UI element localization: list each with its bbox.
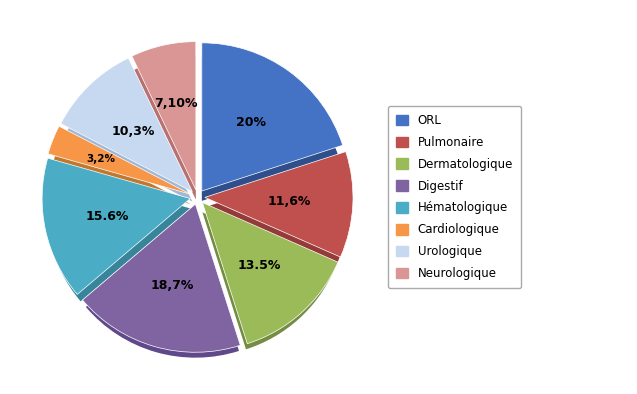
Wedge shape [203, 212, 334, 349]
Wedge shape [202, 43, 343, 191]
Text: 11,6%: 11,6% [268, 195, 311, 208]
Wedge shape [52, 138, 190, 204]
Text: 3,2%: 3,2% [87, 154, 115, 164]
Wedge shape [65, 72, 192, 201]
Text: 7,10%: 7,10% [154, 97, 198, 110]
Text: 15.6%: 15.6% [86, 210, 129, 223]
Wedge shape [205, 163, 348, 265]
Wedge shape [205, 152, 353, 257]
Text: 20%: 20% [236, 116, 266, 129]
Text: 13.5%: 13.5% [237, 259, 280, 272]
Wedge shape [48, 126, 190, 194]
Wedge shape [86, 214, 239, 358]
Wedge shape [134, 56, 196, 200]
Text: 10,3%: 10,3% [112, 125, 155, 138]
Legend: ORL, Pulmonaire, Dermatologique, Digestif, Hématologique, Cardiologique, Urologi: ORL, Pulmonaire, Dermatologique, Digesti… [388, 106, 521, 288]
Text: 18,7%: 18,7% [150, 279, 194, 292]
Wedge shape [202, 57, 338, 201]
Wedge shape [203, 203, 338, 344]
Wedge shape [47, 169, 190, 301]
Wedge shape [61, 58, 192, 191]
Wedge shape [132, 42, 196, 190]
Wedge shape [82, 204, 240, 352]
Wedge shape [42, 158, 190, 294]
